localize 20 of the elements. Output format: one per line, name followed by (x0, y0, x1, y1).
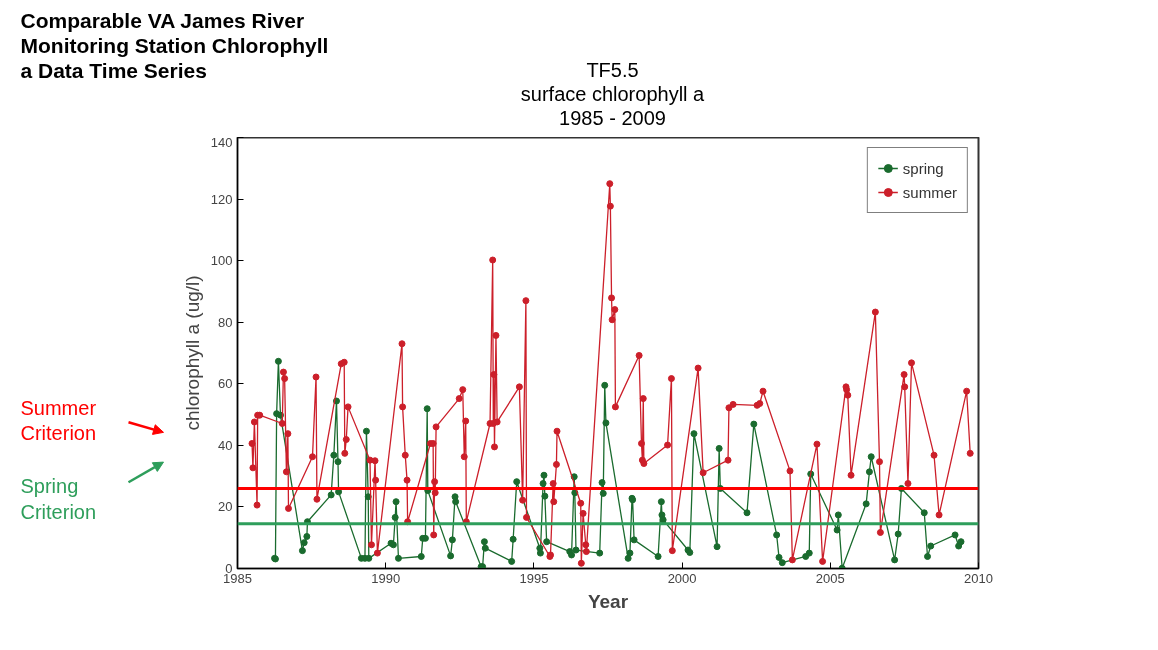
x-tick-label: 1990 (371, 570, 401, 586)
ref-line-label: Summer Criterion (20, 397, 97, 445)
y-tick-label: 60 (218, 376, 233, 392)
x-tick-label: 1995 (519, 570, 549, 586)
y-tick-label: 20 (218, 499, 233, 515)
y-axis-title: chlorophyll a (ug/l) (181, 275, 203, 431)
legend-label: spring (902, 159, 944, 177)
chart-subtitle: TF5.5 surface chlorophyll a 1985 - 2009 (520, 58, 706, 129)
y-tick-label: 100 (210, 253, 233, 269)
y-tick-label: 140 (210, 134, 233, 150)
x-axis-title: Year (587, 590, 629, 612)
x-tick-label: 2000 (667, 570, 697, 586)
chart-title: Comparable VA James River Monitoring Station Chlorophyll a Data Time Series (20, 8, 329, 83)
x-tick-label: 2005 (815, 570, 845, 586)
legend-label: summer (902, 183, 957, 201)
x-tick-label: 2010 (964, 570, 993, 586)
ref-line-label: Spring Criterion (20, 475, 97, 523)
y-tick-label: 80 (218, 314, 233, 330)
y-tick-label: 40 (218, 437, 233, 453)
y-tick-label: 120 (210, 191, 233, 207)
